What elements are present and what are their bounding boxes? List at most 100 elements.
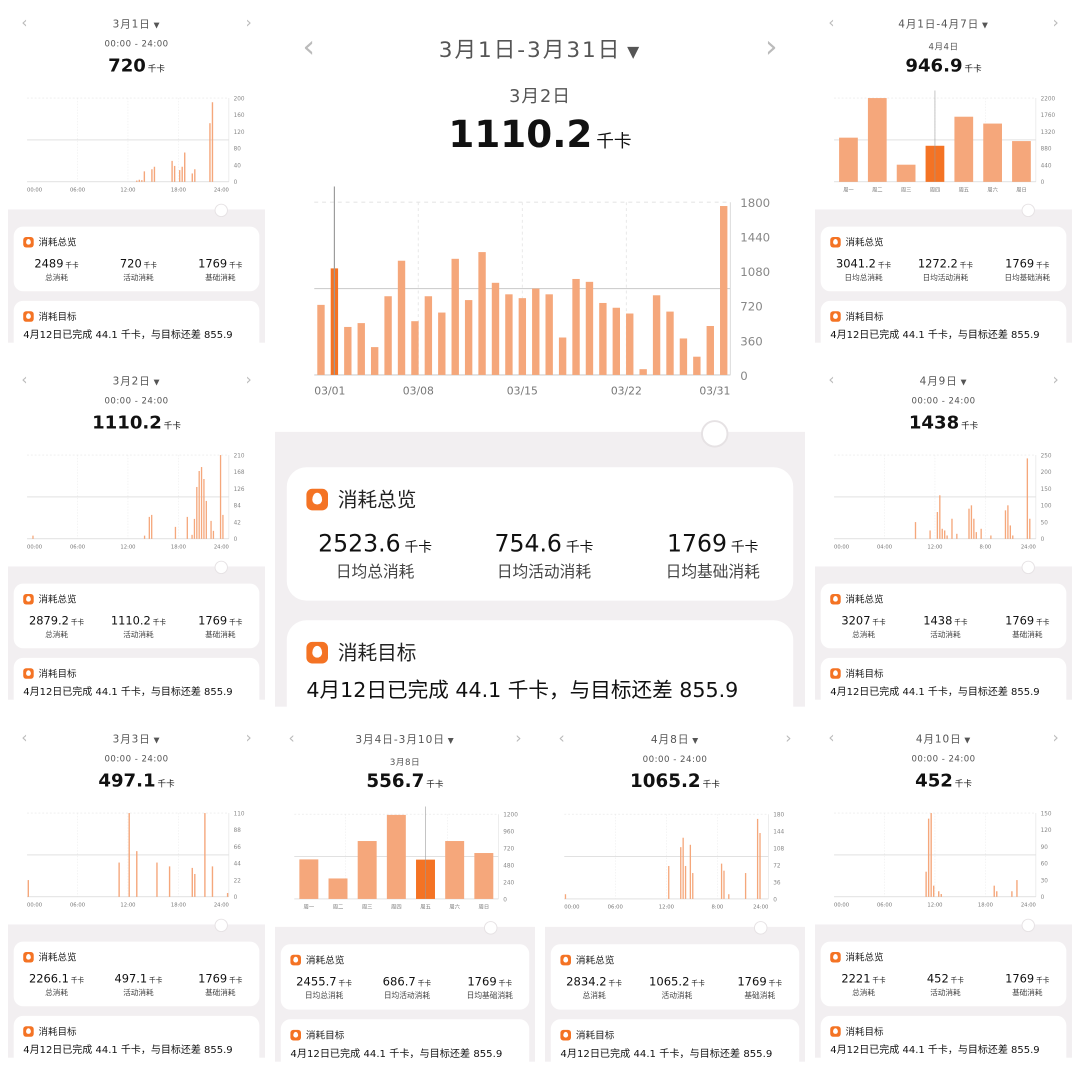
- chart-bar[interactable]: [357, 323, 365, 375]
- chart-bar[interactable]: [970, 505, 973, 539]
- chart-bar[interactable]: [1011, 891, 1013, 897]
- chart-bar[interactable]: [212, 530, 215, 539]
- chart-bar[interactable]: [929, 530, 931, 539]
- scroll-handle[interactable]: [214, 560, 228, 575]
- chart-bar[interactable]: [954, 116, 974, 182]
- scroll-handle[interactable]: [700, 420, 729, 448]
- date-range-selector[interactable]: 4月1日-4月7日 ▼: [898, 18, 989, 30]
- chart-bar[interactable]: [639, 369, 647, 375]
- chart-bar[interactable]: [173, 165, 176, 182]
- chart-bar[interactable]: [191, 867, 193, 897]
- chart-bar[interactable]: [181, 166, 183, 182]
- chart-bar[interactable]: [464, 300, 473, 375]
- chart-bar[interactable]: [532, 288, 540, 375]
- chart-bar[interactable]: [196, 486, 198, 539]
- chart-bar[interactable]: [226, 893, 229, 897]
- date-range-selector[interactable]: 4月10日 ▼: [916, 733, 971, 745]
- chart-bar[interactable]: [174, 526, 177, 539]
- chart-bar[interactable]: [839, 137, 858, 182]
- chart-bar[interactable]: [932, 885, 935, 897]
- chart-bar[interactable]: [384, 296, 392, 375]
- chart-bar[interactable]: [689, 844, 692, 899]
- chart-bar[interactable]: [193, 518, 196, 539]
- next-arrow-icon[interactable]: ›: [1052, 370, 1059, 389]
- chart-bar[interactable]: [996, 891, 998, 897]
- chart-bar[interactable]: [951, 518, 953, 539]
- chart-bar[interactable]: [328, 878, 348, 899]
- chart-bar[interactable]: [993, 885, 995, 897]
- chart-bar[interactable]: [684, 865, 687, 899]
- chart-bar[interactable]: [759, 833, 761, 899]
- date-range-selector[interactable]: 3月2日 ▼: [113, 375, 161, 387]
- chart-bar[interactable]: [151, 514, 153, 539]
- chart-bar[interactable]: [344, 326, 352, 375]
- next-arrow-icon[interactable]: ›: [515, 728, 522, 747]
- chart-bar[interactable]: [930, 813, 932, 897]
- chart-bar[interactable]: [585, 281, 594, 375]
- prev-arrow-icon[interactable]: ‹: [21, 13, 28, 32]
- chart-bar[interactable]: [626, 313, 634, 375]
- chart-bar[interactable]: [599, 302, 607, 375]
- scroll-handle[interactable]: [1021, 203, 1035, 218]
- chart-bar[interactable]: [1004, 510, 1007, 539]
- chart-bar[interactable]: [927, 818, 930, 897]
- chart-bar[interactable]: [939, 495, 941, 539]
- scroll-handle[interactable]: [214, 918, 228, 933]
- chart-bar[interactable]: [136, 180, 138, 182]
- chart-bar[interactable]: [1026, 458, 1029, 539]
- chart-bar[interactable]: [211, 102, 214, 182]
- chart-bar[interactable]: [720, 206, 728, 375]
- goal-card[interactable]: 消耗目标 4月12日已完成 44.1 千卡，与目标还差 855.9: [820, 657, 1067, 714]
- chart-bar[interactable]: [706, 325, 714, 375]
- scroll-handle[interactable]: [483, 921, 498, 935]
- chart-bar[interactable]: [191, 173, 193, 182]
- chart-bar[interactable]: [209, 123, 211, 182]
- chart-bar[interactable]: [682, 837, 684, 899]
- scroll-handle[interactable]: [753, 921, 768, 935]
- scroll-handle[interactable]: [214, 203, 228, 218]
- chart-bar[interactable]: [194, 873, 196, 897]
- next-arrow-icon[interactable]: ›: [245, 13, 252, 32]
- chart-bar[interactable]: [666, 311, 674, 375]
- chart-bar[interactable]: [1016, 880, 1018, 897]
- chart-bar[interactable]: [925, 871, 927, 897]
- chart-bar[interactable]: [968, 508, 970, 539]
- calorie-chart[interactable]: 180 144 108 72 36 0 00:00 06:00 12:00 8:00 24:00: [545, 806, 805, 926]
- chart-bar[interactable]: [451, 258, 459, 375]
- chart-bar[interactable]: [1007, 505, 1009, 539]
- chart-bar[interactable]: [756, 818, 759, 899]
- calorie-chart[interactable]: 210 168 126 84 42 0 00:00 06:00 12:00 18:00 24:00: [8, 447, 265, 566]
- chart-bar[interactable]: [973, 518, 975, 539]
- prev-arrow-icon[interactable]: ‹: [828, 728, 835, 747]
- chart-bar[interactable]: [744, 873, 747, 899]
- chart-bar[interactable]: [558, 337, 567, 375]
- chart-bar[interactable]: [505, 294, 513, 375]
- chart-bar[interactable]: [143, 535, 146, 539]
- chart-bar[interactable]: [564, 894, 567, 899]
- next-arrow-icon[interactable]: ›: [764, 27, 778, 65]
- chart-bar[interactable]: [397, 260, 406, 375]
- chart-bar[interactable]: [171, 160, 173, 182]
- goal-card[interactable]: 消耗目标 4月12日已完成 44.1 千卡，与目标还差 855.9: [13, 1015, 260, 1072]
- chart-bar[interactable]: [545, 294, 553, 375]
- chart-bar[interactable]: [944, 530, 946, 539]
- chart-bar[interactable]: [204, 813, 206, 897]
- chart-bar[interactable]: [148, 516, 150, 539]
- chart-bar[interactable]: [210, 520, 212, 539]
- chart-bar[interactable]: [720, 863, 723, 899]
- calorie-chart[interactable]: 1800 1440 1080 720 360 0 03/01 03/08 03/15 03/22 0…: [275, 186, 805, 431]
- chart-bar[interactable]: [357, 841, 377, 899]
- prev-arrow-icon[interactable]: ‹: [828, 370, 835, 389]
- chart-bar[interactable]: [938, 891, 940, 897]
- chart-bar[interactable]: [478, 252, 486, 375]
- chart-bar[interactable]: [679, 338, 688, 375]
- chart-bar[interactable]: [491, 282, 500, 375]
- next-arrow-icon[interactable]: ›: [1052, 728, 1059, 747]
- chart-bar[interactable]: [411, 321, 419, 375]
- chart-bar[interactable]: [219, 455, 222, 539]
- calorie-chart[interactable]: 250 200 150 100 50 0 00:00 04:00 12:00 8:00 24:00: [815, 447, 1072, 566]
- prev-arrow-icon[interactable]: ‹: [21, 728, 28, 747]
- scroll-handle[interactable]: [1021, 560, 1035, 575]
- prev-arrow-icon[interactable]: ‹: [21, 370, 28, 389]
- chart-bar[interactable]: [445, 841, 465, 899]
